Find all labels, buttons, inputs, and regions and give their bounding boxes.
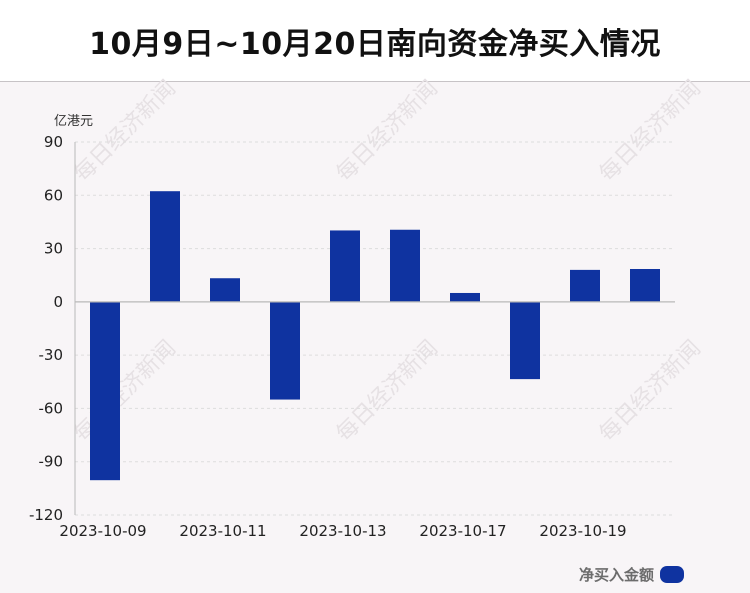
legend: 净买入金额 <box>579 564 684 585</box>
x-tick-label: 2023-10-19 <box>539 522 626 540</box>
y-axis-unit-label: 亿港元 <box>54 114 93 129</box>
x-tick-label: 2023-10-13 <box>299 522 386 540</box>
y-tick-label: 90 <box>44 133 63 151</box>
bar-2023-10-13 <box>330 230 360 302</box>
watermark-text: 每日经济新闻 <box>70 76 181 187</box>
grid-lines <box>75 141 675 516</box>
y-tick-label: -30 <box>39 346 64 364</box>
bar-2023-10-16 <box>390 229 420 302</box>
y-tick-label: -90 <box>39 453 64 471</box>
y-tick-label: -60 <box>39 399 64 417</box>
bar-2023-10-18 <box>510 301 540 380</box>
watermark-text: 每日经济新闻 <box>70 336 181 447</box>
watermark-text: 每日经济新闻 <box>332 336 443 447</box>
legend-label: 净买入金额 <box>578 566 654 584</box>
bar-2023-10-17 <box>450 292 480 302</box>
y-tick-label: -120 <box>29 506 63 524</box>
watermark-text: 每日经济新闻 <box>595 76 706 187</box>
bar-2023-10-20 <box>630 268 660 302</box>
bar-2023-10-11 <box>210 278 240 302</box>
watermark-text: 每日经济新闻 <box>332 76 443 187</box>
bar-2023-10-09 <box>90 301 120 481</box>
y-tick-label: 30 <box>44 240 63 258</box>
bars <box>75 191 675 481</box>
title-band: 10月9日~10月20日南向资金净买入情况 <box>0 0 750 82</box>
y-axis: 90 60 30 0 -30 -60 -90 -120 <box>29 133 76 524</box>
bar-2023-10-10 <box>150 191 180 302</box>
watermark-text: 每日经济新闻 <box>595 336 706 447</box>
x-axis: 2023-10-09 2023-10-11 2023-10-13 2023-10-17… <box>59 522 626 540</box>
bar-2023-10-19 <box>570 269 600 302</box>
x-tick-label: 2023-10-17 <box>419 522 506 540</box>
y-tick-label: 0 <box>53 293 63 311</box>
x-tick-label: 2023-10-11 <box>179 522 266 540</box>
chart-title: 10月9日~10月20日南向资金净买入情况 <box>89 26 661 62</box>
bar-2023-10-12 <box>270 301 300 400</box>
y-tick-label: 60 <box>44 186 63 204</box>
legend-swatch <box>660 566 684 583</box>
x-tick-label: 2023-10-09 <box>59 522 146 540</box>
